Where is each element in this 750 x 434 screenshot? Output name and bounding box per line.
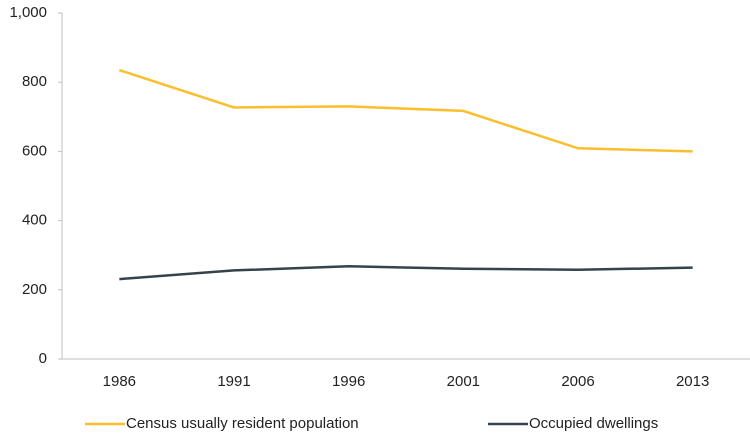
x-tick-label: 1986 (103, 373, 136, 390)
y-tick-label: 0 (39, 350, 47, 367)
x-tick-label: 2001 (447, 373, 480, 390)
series-line (118, 68, 693, 153)
y-tick-label: 200 (22, 281, 47, 298)
series-line (119, 265, 693, 281)
x-tick-label: 1996 (332, 373, 365, 390)
x-tick-label: 2013 (676, 373, 709, 390)
y-tick-label: 1,000 (9, 4, 47, 21)
y-tick-label: 600 (22, 142, 47, 159)
y-tick-label: 800 (22, 73, 47, 90)
x-tick-label: 2006 (561, 373, 594, 390)
x-tick-label: 1991 (217, 373, 250, 390)
legend-label: Census usually resident population (126, 415, 359, 432)
y-tick-label: 400 (22, 212, 47, 229)
legend-label: Occupied dwellings (529, 415, 658, 432)
